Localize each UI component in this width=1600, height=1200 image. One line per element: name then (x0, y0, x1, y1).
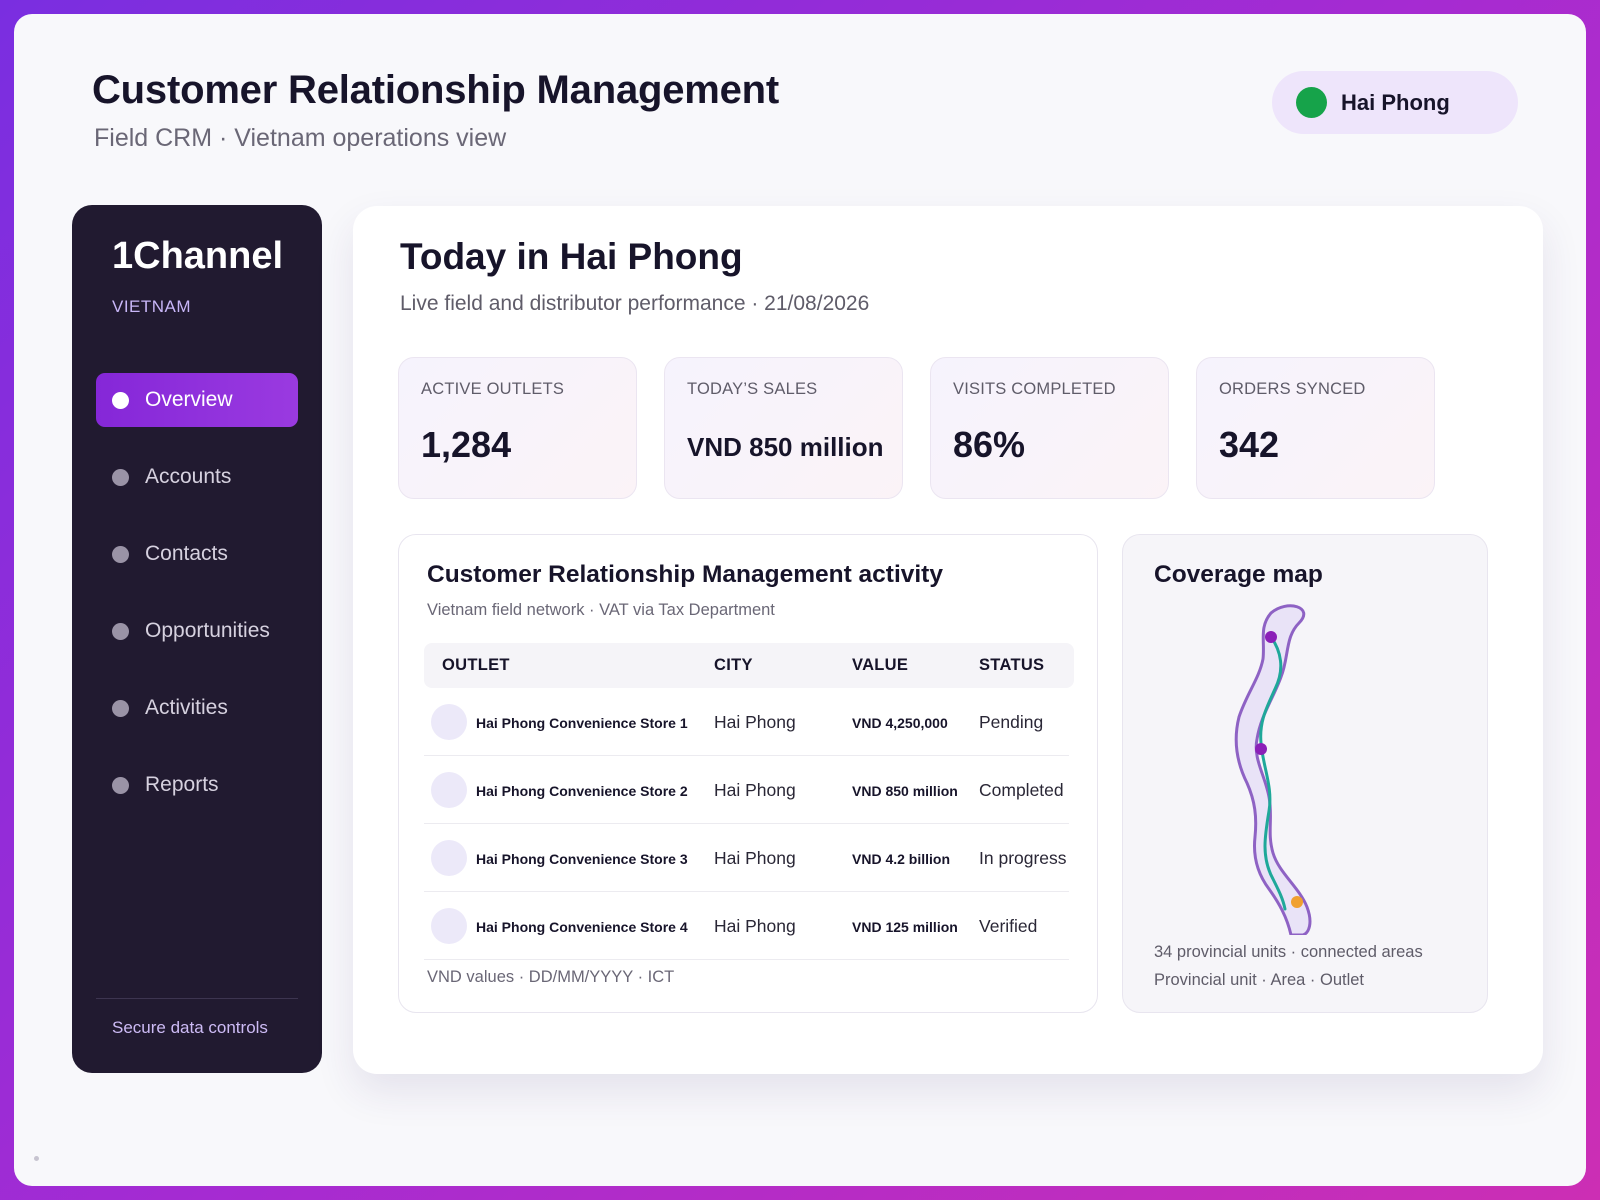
table-header: OUTLET CITY VALUE STATUS (424, 643, 1074, 688)
nav-dot-icon (112, 391, 129, 409)
column-header-city[interactable]: CITY (714, 656, 753, 674)
secure-data-controls-link[interactable]: Secure data controls (112, 1018, 268, 1037)
sidebar-item-accounts[interactable]: Accounts (96, 450, 298, 504)
kpi-label: TODAY’S SALES (687, 380, 818, 398)
nav-dot-icon (112, 545, 129, 563)
cell-status: Pending (979, 712, 1044, 732)
sidebar: 1Channel VIETNAM Overview Accounts Conta… (72, 205, 322, 1073)
cell-city: Hai Phong (714, 780, 796, 800)
column-header-status[interactable]: STATUS (979, 656, 1045, 674)
main-panel: Today in Hai Phong Live field and distri… (353, 206, 1543, 1074)
main-title: Today in Hai Phong (400, 236, 743, 277)
table-row[interactable]: Hai Phong Convenience Store 2 Hai Phong … (424, 756, 1069, 824)
country-outline (1234, 604, 1312, 935)
kpi-card-active-outlets: ACTIVE OUTLETS 1,284 (398, 357, 637, 499)
main-subtitle: Live field and distributor performance ·… (400, 292, 870, 315)
cell-city: Hai Phong (714, 712, 796, 732)
crm-activity-card: Customer Relationship Management activit… (398, 534, 1098, 1013)
cell-outlet: Hai Phong Convenience Store 3 (476, 851, 688, 867)
coverage-map-card: Coverage map 34 provincial units · conne… (1122, 534, 1488, 1013)
cell-status: Completed (979, 780, 1064, 800)
vietnam-map[interactable] (1203, 597, 1343, 935)
sidebar-item-label: Reports (145, 773, 219, 796)
kpi-label: ORDERS SYNCED (1219, 380, 1366, 398)
decorative-dot (34, 1156, 39, 1161)
cell-outlet: Hai Phong Convenience Store 1 (476, 715, 688, 731)
brand-logo: 1Channel (112, 235, 284, 277)
sidebar-item-label: Opportunities (145, 619, 270, 642)
kpi-card-orders-synced: ORDERS SYNCED 342 (1196, 357, 1435, 499)
nav-dot-icon (112, 622, 129, 640)
page-title: Customer Relationship Management (92, 68, 780, 112)
column-header-outlet[interactable]: OUTLET (442, 656, 510, 674)
cell-value: VND 850 million (852, 783, 958, 799)
cell-status: Verified (979, 916, 1038, 936)
provincial-unit-marker[interactable] (1255, 743, 1267, 755)
region-status-dot-icon (1296, 87, 1327, 118)
kpi-label: ACTIVE OUTLETS (421, 380, 565, 398)
coverage-summary: 34 provincial units · connected areas (1154, 943, 1423, 961)
sidebar-item-label: Activities (145, 696, 228, 719)
nav-dot-icon (112, 776, 129, 794)
sidebar-item-reports[interactable]: Reports (96, 758, 298, 812)
outlet-avatar (431, 704, 467, 740)
cell-status: In progress (979, 848, 1067, 868)
activity-footer: VND values · DD/MM/YYYY · ICT (427, 968, 675, 986)
nav-dot-icon (112, 699, 129, 717)
sidebar-item-contacts[interactable]: Contacts (96, 527, 298, 581)
sidebar-item-activities[interactable]: Activities (96, 681, 298, 735)
cell-value: VND 4.2 billion (852, 851, 951, 867)
kpi-card-visits-completed: VISITS COMPLETED 86% (930, 357, 1169, 499)
cell-outlet: Hai Phong Convenience Store 4 (476, 919, 688, 935)
brand-country: VIETNAM (112, 297, 192, 316)
outlet-marker[interactable] (1291, 896, 1303, 908)
kpi-value: 1,284 (421, 424, 512, 465)
coverage-legend: Provincial unit · Area · Outlet (1154, 971, 1365, 989)
kpi-value: 342 (1219, 424, 1280, 465)
table-row[interactable]: Hai Phong Convenience Store 3 Hai Phong … (424, 824, 1069, 892)
sidebar-nav: Overview Accounts Contacts Opportunities… (96, 373, 298, 835)
provincial-unit-marker[interactable] (1265, 631, 1277, 643)
activity-title: Customer Relationship Management activit… (427, 561, 943, 588)
cell-city: Hai Phong (714, 848, 796, 868)
activity-subtitle: Vietnam field network · VAT via Tax Depa… (427, 601, 775, 619)
column-header-value[interactable]: VALUE (852, 656, 909, 674)
coverage-title: Coverage map (1154, 561, 1323, 588)
app-window: Customer Relationship Management Field C… (14, 14, 1586, 1186)
sidebar-item-opportunities[interactable]: Opportunities (96, 604, 298, 658)
region-selector[interactable]: Hai Phong (1272, 71, 1518, 134)
table-row[interactable]: Hai Phong Convenience Store 1 Hai Phong … (424, 688, 1069, 756)
sidebar-item-label: Contacts (145, 542, 228, 565)
cell-value: VND 4,250,000 (852, 715, 948, 731)
sidebar-item-overview[interactable]: Overview (96, 373, 298, 427)
region-label: Hai Phong (1341, 89, 1450, 115)
sidebar-item-label: Accounts (145, 465, 232, 488)
outlet-avatar (431, 908, 467, 944)
cell-city: Hai Phong (714, 916, 796, 936)
kpi-label: VISITS COMPLETED (953, 380, 1116, 398)
table-row[interactable]: Hai Phong Convenience Store 4 Hai Phong … (424, 892, 1069, 960)
kpi-value: 86% (953, 424, 1026, 465)
outlet-avatar (431, 772, 467, 808)
page-subtitle: Field CRM · Vietnam operations view (94, 124, 507, 152)
sidebar-divider (96, 998, 298, 999)
kpi-value: VND 850 million (687, 432, 884, 462)
outlet-avatar (431, 840, 467, 876)
distribution-route (1259, 635, 1287, 911)
nav-dot-icon (112, 468, 129, 486)
sidebar-item-label: Overview (145, 388, 233, 411)
cell-value: VND 125 million (852, 919, 958, 935)
cell-outlet: Hai Phong Convenience Store 2 (476, 783, 688, 799)
kpi-card-todays-sales: TODAY’S SALES VND 850 million (664, 357, 903, 499)
